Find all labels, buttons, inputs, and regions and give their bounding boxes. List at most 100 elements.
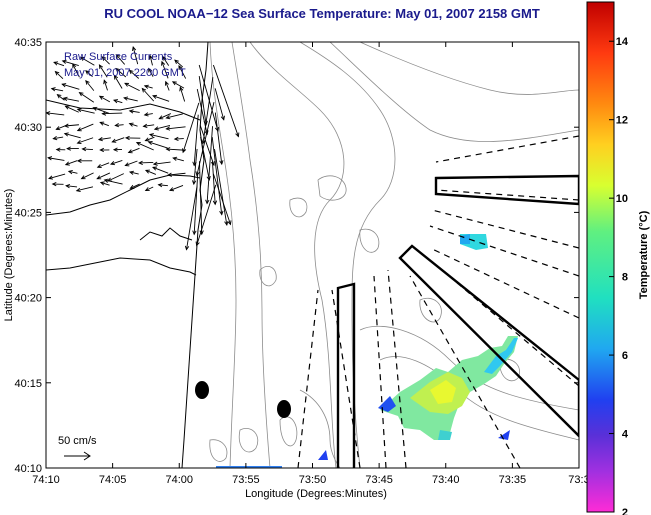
current-vector [139,162,154,164]
current-vector-head [219,210,224,216]
colorbar-tick-label: 14 [616,36,629,48]
current-vector [196,88,208,135]
current-vector-head [210,161,215,167]
current-vector [128,147,140,153]
current-vector [145,136,155,142]
current-vector [206,126,213,204]
current-vector-head [53,61,59,66]
current-vector [166,113,183,119]
current-vector-head [114,123,120,128]
current-vector-head [64,161,70,166]
current-vector-head [72,63,77,69]
current-vector [169,185,184,191]
current-vector [97,162,110,168]
current-vector-head [96,175,102,180]
current-vector [211,137,223,215]
current-vector [62,60,79,66]
current-vector-head [124,82,130,87]
current-vector [149,134,169,140]
current-vector [99,64,108,78]
current-vector-head [115,53,121,59]
current-vector-head [113,74,119,80]
current-vector [154,125,171,130]
current-vector [77,108,95,114]
x-tick-label: 74:00 [165,474,193,486]
current-vector-head [152,161,158,166]
current-vector [72,64,80,78]
x-tick-label: 74:10 [32,474,60,486]
current-vector [144,113,153,116]
current-vector [182,102,200,153]
current-vector-head [61,83,67,88]
current-vector [123,97,138,102]
current-vector [82,148,93,151]
current-vector-head [178,64,183,70]
current-vector-head [76,139,82,145]
current-vector [53,61,65,67]
y-tick-label: 40:35 [14,37,42,49]
current-vector-head [81,146,87,152]
current-vector-head [78,92,84,97]
current-vector-head [227,220,232,226]
current-vector-head [66,146,71,151]
current-vector [81,172,94,180]
bathymetry-contours [209,42,579,468]
current-vector-head [99,181,105,186]
current-vector [51,88,64,92]
current-vector [79,92,95,103]
current-vector [149,55,153,66]
current-vector-head [65,183,71,189]
current-vector [174,59,183,68]
current-vector [178,65,187,79]
current-vector-head [165,147,171,152]
current-vector-head [173,136,179,142]
current-vector [214,88,225,120]
current-vector-head [192,230,197,236]
current-vector [159,113,172,120]
current-vector-head [61,59,67,64]
x-tick-label: 73:40 [432,474,460,486]
current-vector-head [195,171,200,177]
current-vector [85,70,93,78]
current-vector [148,141,168,149]
current-vector [110,160,123,165]
current-vector [196,184,217,246]
current-vector-head [63,132,69,137]
current-vector [193,174,199,235]
current-vector [101,56,110,65]
colorbar-tick-label: 6 [622,350,628,362]
current-vector-head [54,70,60,76]
current-vector [211,161,216,205]
current-vector [130,183,140,189]
current-vector [64,133,81,139]
current-vector-head [99,147,105,153]
current-vector [200,136,210,181]
current-vector-head [144,169,150,174]
current-vector-head [128,122,134,127]
y-tick-label: 40:15 [14,378,42,390]
current-vector-head [123,96,129,101]
current-vector-head [75,187,81,193]
scale-label: 50 cm/s [58,435,97,447]
current-vector [48,157,65,161]
marker-dot [195,381,209,399]
current-vector-head [195,241,200,247]
colorbar [586,1,615,513]
current-vector [193,148,198,185]
current-vector [68,170,78,174]
current-vector-head [55,126,61,131]
current-vector [198,64,219,132]
current-vector-head [165,126,171,131]
current-vector-head [101,111,107,116]
current-vector-head [76,158,82,163]
current-vector-head [55,147,61,152]
current-vector [113,99,123,104]
current-vector [129,110,140,113]
colorbar-tick-label: 4 [622,429,629,441]
current-vector-head [212,200,218,206]
colorbar-tick-label: 2 [622,507,628,515]
current-vector [48,173,66,179]
y-tick-label: 40:30 [14,122,42,134]
current-vector [99,95,111,103]
current-vector-head [141,87,147,93]
